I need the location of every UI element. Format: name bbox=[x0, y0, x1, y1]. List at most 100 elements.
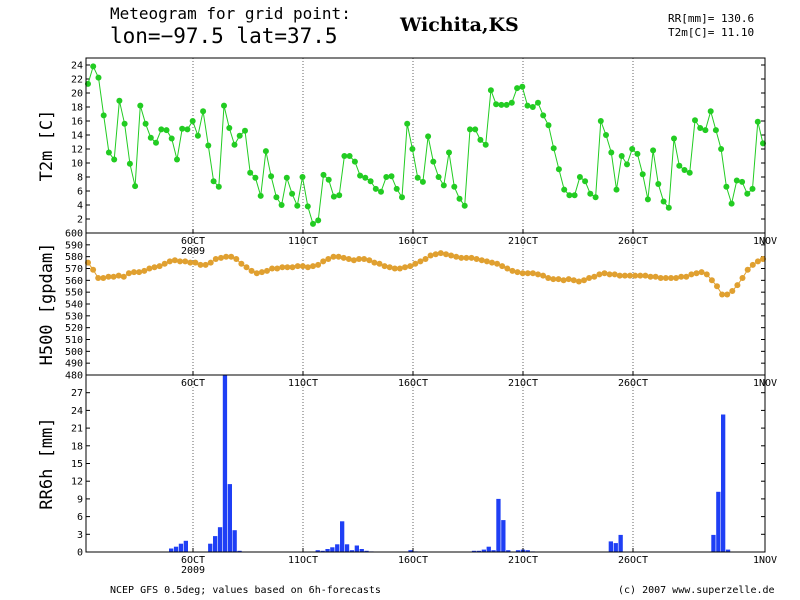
rr-summary: RR[mm]= 130.6 bbox=[668, 12, 755, 25]
data-bar bbox=[354, 545, 359, 552]
data-point bbox=[425, 133, 432, 140]
data-point bbox=[498, 101, 505, 108]
data-bar bbox=[408, 550, 413, 552]
data-point bbox=[524, 270, 531, 277]
data-point bbox=[194, 132, 201, 139]
data-point bbox=[673, 275, 680, 281]
data-point bbox=[703, 271, 710, 278]
data-bar bbox=[364, 550, 369, 552]
data-point bbox=[125, 270, 132, 277]
data-point bbox=[223, 253, 230, 260]
data-point bbox=[714, 283, 720, 290]
data-point bbox=[618, 153, 625, 159]
data-point bbox=[723, 183, 730, 190]
data-point bbox=[545, 122, 552, 129]
data-point bbox=[540, 272, 547, 279]
x-year-label: 2009 bbox=[181, 565, 205, 576]
y-tick-label: 6 bbox=[77, 187, 83, 198]
data-bar bbox=[169, 548, 174, 552]
data-point bbox=[443, 251, 449, 258]
data-point bbox=[417, 258, 424, 265]
data-point bbox=[116, 97, 123, 104]
data-bar bbox=[525, 550, 530, 552]
data-point bbox=[304, 203, 311, 210]
data-point bbox=[545, 275, 552, 281]
data-point bbox=[446, 149, 452, 156]
data-point bbox=[719, 291, 726, 298]
y-tick-label: 12 bbox=[71, 145, 83, 156]
data-point bbox=[248, 267, 255, 274]
data-point bbox=[499, 263, 506, 270]
data-point bbox=[137, 102, 144, 109]
data-bar bbox=[608, 541, 613, 552]
y-tick-label: 10 bbox=[71, 159, 83, 170]
data-point bbox=[147, 134, 154, 141]
data-point bbox=[529, 270, 536, 277]
data-point bbox=[550, 276, 557, 283]
data-point bbox=[345, 256, 352, 262]
y-tick-label: 500 bbox=[65, 347, 83, 358]
y-tick-label: 24 bbox=[71, 61, 83, 72]
data-point bbox=[100, 112, 107, 119]
data-point bbox=[330, 193, 337, 200]
data-bar bbox=[618, 534, 623, 552]
data-point bbox=[461, 202, 468, 209]
data-point bbox=[182, 258, 189, 265]
data-point bbox=[483, 258, 490, 265]
data-point bbox=[132, 183, 139, 190]
data-point bbox=[231, 141, 238, 148]
y-tick-label: 20 bbox=[71, 89, 83, 100]
data-point bbox=[591, 273, 598, 280]
footer-copyright: (c) 2007 www.superzelle.de bbox=[618, 585, 775, 596]
data-point bbox=[142, 120, 149, 127]
data-point bbox=[597, 118, 604, 124]
data-point bbox=[566, 192, 573, 199]
data-point bbox=[482, 141, 489, 148]
data-point bbox=[437, 250, 444, 257]
series-line bbox=[87, 65, 764, 225]
data-point bbox=[414, 174, 421, 181]
data-point bbox=[686, 169, 693, 176]
data-bar bbox=[208, 543, 213, 552]
data-point bbox=[708, 277, 715, 284]
x-tick-label: 21OCT bbox=[508, 378, 538, 389]
data-point bbox=[184, 126, 191, 133]
data-bar bbox=[725, 549, 731, 552]
data-bar bbox=[340, 521, 345, 552]
data-point bbox=[453, 253, 460, 260]
data-point bbox=[289, 264, 296, 271]
data-point bbox=[325, 176, 332, 183]
data-point bbox=[581, 277, 587, 284]
data-point bbox=[697, 125, 704, 131]
data-bar bbox=[227, 484, 232, 552]
data-point bbox=[472, 126, 479, 133]
data-point bbox=[724, 291, 731, 298]
data-point bbox=[242, 127, 248, 134]
data-bar bbox=[217, 527, 223, 552]
t2m-summary: T2m[C]= 11.10 bbox=[668, 26, 755, 39]
data-point bbox=[320, 171, 327, 178]
data-point bbox=[477, 136, 484, 143]
data-bar bbox=[173, 546, 179, 552]
data-point bbox=[489, 259, 495, 266]
data-point bbox=[565, 276, 572, 283]
data-point bbox=[734, 282, 741, 289]
data-point bbox=[218, 254, 224, 261]
data-point bbox=[606, 271, 613, 278]
header-coordinates: lon=−97.5 lat=37.5 bbox=[110, 24, 338, 48]
data-point bbox=[171, 257, 178, 264]
panel-frame bbox=[85, 57, 766, 234]
data-point bbox=[493, 101, 500, 108]
data-point bbox=[587, 190, 594, 197]
data-bar bbox=[330, 547, 335, 552]
data-point bbox=[315, 261, 322, 268]
data-point bbox=[310, 263, 316, 270]
data-point bbox=[586, 275, 593, 281]
y-tick-label: 520 bbox=[65, 323, 83, 334]
data-point bbox=[519, 83, 526, 90]
data-bar bbox=[476, 550, 482, 552]
data-point bbox=[264, 267, 270, 274]
data-bar bbox=[716, 491, 721, 552]
